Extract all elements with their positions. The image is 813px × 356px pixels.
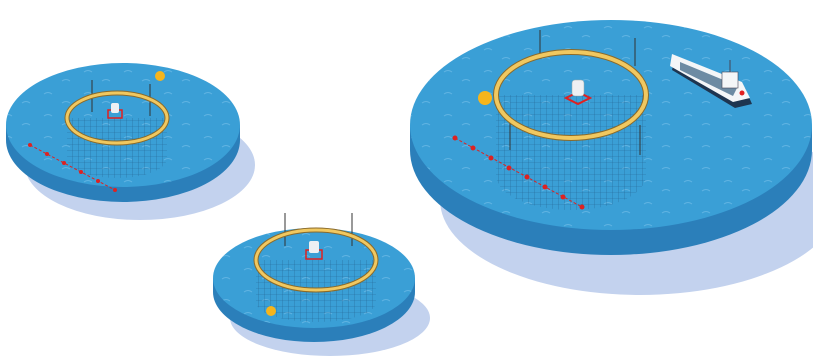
large-farm — [410, 20, 812, 255]
rope — [29, 144, 116, 191]
rope — [454, 137, 583, 208]
small-farm — [6, 63, 240, 202]
floats — [28, 143, 117, 192]
net — [496, 95, 646, 210]
lifebuoy — [739, 90, 745, 96]
cage-ring — [65, 91, 169, 145]
medium-farm — [213, 213, 415, 342]
buoy — [155, 71, 165, 81]
feeder — [111, 103, 119, 113]
boat — [670, 54, 752, 108]
cage-ring — [494, 50, 648, 140]
buoy — [266, 306, 276, 316]
net — [67, 118, 167, 178]
feeder — [309, 241, 319, 253]
buoy — [478, 91, 492, 105]
cabin — [721, 71, 739, 89]
feeder — [571, 79, 585, 97]
cage-ring — [254, 228, 378, 292]
floats — [452, 135, 585, 210]
